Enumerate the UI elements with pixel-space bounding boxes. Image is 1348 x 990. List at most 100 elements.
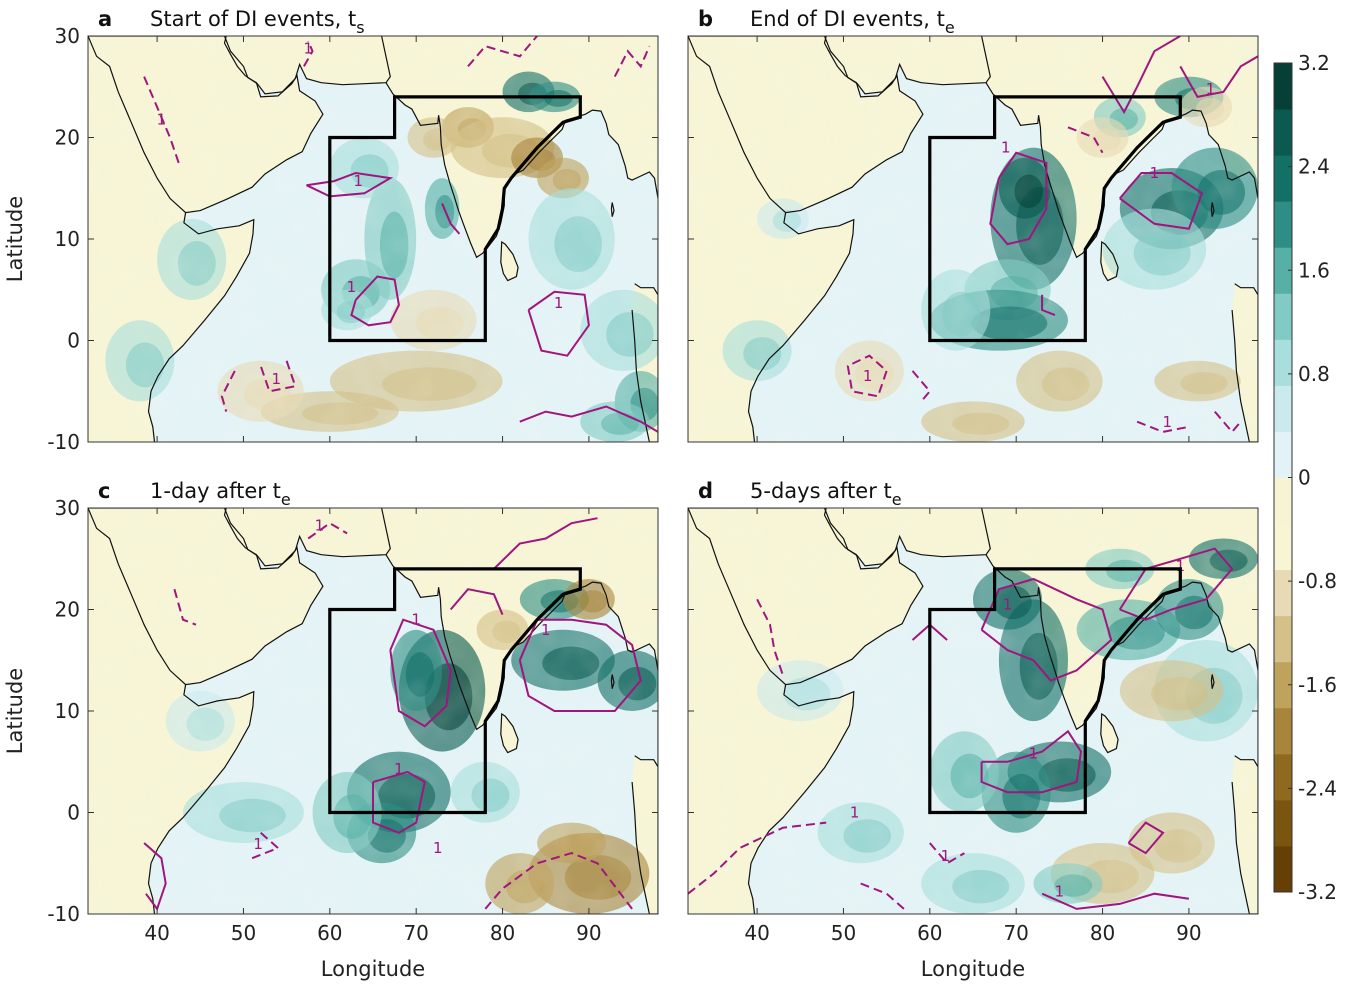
x-tick-label: 50: [231, 921, 256, 945]
contour-positive: [441, 203, 461, 235]
y-tick-label: 0: [67, 329, 80, 353]
colorbar-segment: [1274, 799, 1292, 847]
coastline-sumatra: [631, 239, 658, 442]
contour-positive: [527, 290, 590, 357]
y-tick-label: 20: [55, 126, 80, 150]
colorbar-tick-label: -2.4: [1298, 776, 1337, 800]
coastline-horn: [747, 684, 855, 914]
y-tick-label: -10: [47, 902, 80, 926]
y-tick-label: -10: [47, 430, 80, 454]
contour-negative: [484, 852, 633, 910]
contour-negative: [756, 598, 784, 676]
x-tick-label: 90: [576, 921, 601, 945]
x-tick-label: 60: [917, 921, 942, 945]
map-panel-b: 1 1 1 1 1 b End of DI events, te: [687, 7, 1259, 443]
coastline-iran: [823, 508, 991, 567]
y-tick-label: 30: [55, 496, 80, 520]
colorbar-segment: [1274, 247, 1292, 294]
contour-positive: [519, 405, 658, 433]
colorbar-segment: [1274, 477, 1292, 525]
contour-positive: [1127, 821, 1165, 855]
x-tick-label: 50: [831, 921, 856, 945]
contour-label: 1: [253, 835, 263, 853]
colorbar-tick-label: 0: [1298, 466, 1311, 490]
coastline-andaman: [610, 202, 615, 217]
noise-overlay: [688, 36, 1258, 442]
contour-positive: [1179, 55, 1258, 99]
y-tick-label: 10: [55, 699, 80, 723]
colorbar-segment: [1274, 753, 1292, 801]
contour-label: 1: [1150, 164, 1160, 182]
contour-label: 1: [1206, 80, 1216, 98]
colorbar-segment: [1274, 293, 1292, 340]
panel-title: 1-day after te: [150, 479, 291, 509]
x-tick-label: 80: [1090, 921, 1115, 945]
contour-negative: [911, 370, 932, 403]
contour-positive: [350, 275, 400, 327]
x-tick-label: 40: [144, 921, 169, 945]
panel-letter: c: [98, 479, 110, 503]
contour-negative: [251, 832, 280, 860]
coastline-andaman: [1210, 202, 1215, 217]
contour-positive: [518, 618, 642, 712]
coastline-sri-lanka: [1100, 712, 1119, 754]
colorbar-tick-label: 3.2: [1298, 51, 1330, 75]
contour-positive: [1041, 294, 1056, 317]
contour-negative: [929, 842, 965, 865]
contour-label: 1: [554, 294, 564, 312]
coastline-sumatra: [631, 711, 658, 914]
contour-label: 1: [157, 110, 167, 128]
map-content: 1 1 1 1 1 1: [688, 508, 1258, 914]
contour-label: 1: [941, 847, 951, 865]
map-content: 1 1 1 1 1: [688, 36, 1258, 442]
domain-box: [328, 567, 582, 815]
map-content: 1 1 1 1 1 1: [88, 508, 658, 914]
coastline-andaman: [1210, 674, 1215, 689]
coastline-sri-lanka: [500, 712, 519, 754]
x-tick-label: 90: [1176, 921, 1201, 945]
contour-negative: [143, 76, 180, 164]
colorbar-segment: [1274, 431, 1292, 478]
coastline-sri-lanka: [500, 240, 519, 282]
contour-label: 1: [863, 367, 873, 385]
y-tick-label: 10: [55, 227, 80, 251]
panel-title-main: 1-day after t: [150, 479, 281, 503]
contour-label: 1: [850, 804, 860, 822]
coastline-iran: [223, 36, 391, 95]
map-content: 1 1 1 1 1 1: [88, 36, 658, 442]
colorbar-segment: [1274, 339, 1292, 386]
coastline-horn: [747, 212, 855, 442]
coastline-sumatra: [1231, 239, 1258, 442]
panel-title: End of DI events, te: [750, 7, 955, 37]
noise-overlay: [688, 508, 1258, 914]
x-tick-label: 40: [744, 921, 769, 945]
contour-label: 1: [354, 172, 364, 190]
panel-title-main: 5-days after t: [750, 479, 892, 503]
coastline-horn: [147, 212, 255, 442]
contour-label: 1: [433, 839, 443, 857]
x-tick-label: 70: [1003, 921, 1028, 945]
contour-negative: [1136, 420, 1190, 433]
coastline-horn: [147, 684, 255, 914]
colorbar-segment: [1274, 569, 1292, 617]
panel-title-main: End of DI events, t: [750, 7, 945, 31]
panel-title-subscript: s: [356, 18, 364, 37]
colorbar-segment: [1274, 707, 1292, 755]
panel-title-main: Start of DI events, t: [150, 7, 356, 31]
contour-negative: [307, 522, 348, 540]
contour-negative: [846, 354, 888, 398]
contour-positive: [1118, 547, 1234, 621]
contour-positive: [980, 729, 1083, 794]
contour-positive: [449, 588, 504, 615]
contour-label: 1: [394, 760, 404, 778]
contour-label: 1: [315, 516, 325, 534]
panel-title: Start of DI events, ts: [150, 7, 365, 37]
coastline-sumatra: [1231, 711, 1258, 914]
contour-label: 1: [1175, 557, 1185, 575]
colorbar-segment: [1274, 661, 1292, 709]
contour-label: 1: [271, 370, 281, 388]
contour-negative: [860, 882, 905, 910]
domain-box: [928, 95, 1182, 343]
contour-positive: [143, 842, 167, 912]
colorbar-tick-label: 1.6: [1298, 258, 1330, 282]
